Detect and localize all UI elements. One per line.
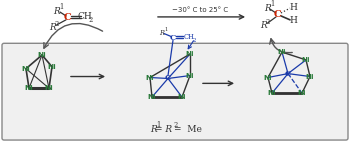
Text: Ni: Ni (178, 94, 186, 100)
Text: 1: 1 (164, 27, 168, 32)
Text: CH: CH (78, 12, 92, 21)
FancyBboxPatch shape (2, 43, 348, 140)
Text: Ni: Ni (302, 57, 310, 63)
Text: Ni: Ni (146, 75, 154, 81)
Text: −30° C to 25° C: −30° C to 25° C (172, 7, 228, 13)
Text: 2: 2 (192, 38, 196, 43)
Text: R: R (261, 21, 267, 30)
Text: Ni: Ni (306, 74, 314, 80)
Text: Ni: Ni (38, 52, 46, 58)
Text: R: R (50, 23, 56, 32)
Text: = R: = R (155, 125, 173, 134)
Text: 2: 2 (266, 18, 270, 26)
Text: 1: 1 (59, 3, 63, 11)
Text: R: R (160, 29, 164, 36)
Text: Ni: Ni (278, 49, 286, 55)
Text: Ni: Ni (148, 94, 156, 100)
Text: Ni: Ni (22, 66, 30, 72)
Text: Ni: Ni (264, 75, 272, 81)
Text: R: R (265, 4, 271, 13)
Text: Ni: Ni (186, 73, 194, 79)
Text: Ni: Ni (186, 51, 194, 57)
Text: 1: 1 (156, 121, 160, 129)
Text: =  Me: = Me (174, 125, 202, 134)
Text: 1: 1 (270, 0, 274, 8)
Text: R: R (150, 125, 158, 134)
Text: 2: 2 (89, 16, 93, 24)
Text: CH: CH (184, 33, 194, 41)
Text: 2: 2 (55, 20, 59, 28)
Text: Ni: Ni (25, 85, 33, 91)
Text: H: H (289, 16, 297, 25)
Text: Ni: Ni (45, 85, 53, 91)
Text: C: C (170, 34, 176, 42)
Text: C: C (274, 11, 282, 19)
Text: C: C (285, 70, 291, 78)
Text: 2: 2 (174, 121, 178, 129)
Text: Ni: Ni (48, 64, 56, 70)
Text: Ni: Ni (268, 90, 276, 96)
Text: Ni: Ni (298, 90, 306, 96)
Text: H: H (289, 3, 297, 12)
Text: C: C (165, 74, 171, 83)
Text: R: R (54, 7, 60, 15)
Text: C: C (64, 13, 72, 22)
